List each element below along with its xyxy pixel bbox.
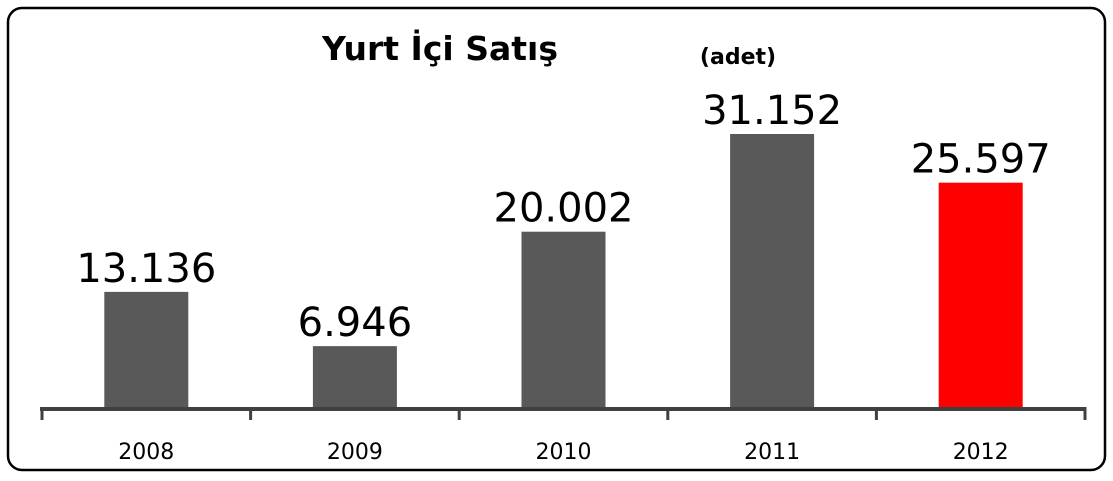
x-tick-label: 2008 <box>118 440 174 465</box>
value-label: 31.152 <box>702 88 842 134</box>
x-tick-label: 2009 <box>327 440 383 465</box>
bar <box>312 346 397 407</box>
value-label: 13.136 <box>76 246 216 292</box>
chart-title: Yurt İçi Satış <box>321 28 558 68</box>
bar <box>104 291 189 407</box>
chart-subtitle: (adet) <box>700 45 776 70</box>
value-label: 6.946 <box>298 300 413 346</box>
value-label: 25.597 <box>911 137 1051 183</box>
bar <box>521 231 606 407</box>
value-label: 20.002 <box>494 186 634 232</box>
x-tick-label: 2010 <box>536 440 592 465</box>
bar <box>730 134 815 407</box>
x-tick-label: 2011 <box>744 440 800 465</box>
bar <box>938 182 1023 407</box>
x-tick-label: 2012 <box>953 440 1009 465</box>
